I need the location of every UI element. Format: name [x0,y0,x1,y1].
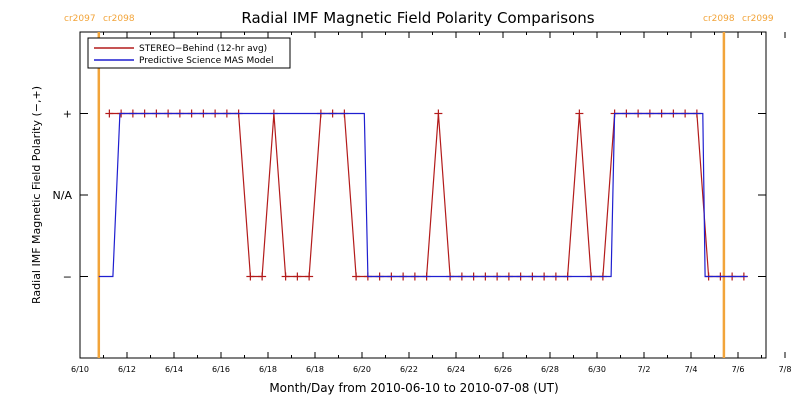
data-point-marker [105,109,114,118]
plot-frame [79,31,767,359]
x-tick-label: 6/12 [118,365,136,374]
rotation-label-left-2: cr2098 [703,14,735,24]
x-axis-label: Month/Day from 2010-06-10 to 2010-07-08 … [269,381,558,395]
legend-box [87,37,291,69]
x-tick-label: 6/18 [306,365,324,374]
x-tick-label: 6/22 [400,365,418,374]
legend-label-mas: Predictive Science MAS Model [139,56,274,66]
x-tick-label: 7/6 [732,365,745,374]
data-point-marker [352,272,361,281]
data-point-marker [293,272,302,281]
y-tick-label: − [63,271,72,284]
series-line-mas-model [98,112,748,278]
y-tick-label: N/A [53,189,73,202]
data-point-marker [434,109,443,118]
x-tick-label: 6/28 [541,365,559,374]
data-point-marker [305,272,314,281]
y-tick-label: + [63,108,72,121]
x-tick-label: 7/2 [638,365,651,374]
x-tick-label: 6/24 [447,365,465,374]
x-tick-label: 6/30 [588,365,606,374]
rotation-label-left-1: cr2097 [64,14,96,24]
x-tick-label: 6/10 [71,365,89,374]
x-tick-label: 7/4 [685,365,698,374]
rotation-label-right-2: cr2099 [742,14,774,24]
rotation-label-right-1: cr2098 [103,14,135,24]
legend: STEREO−Behind (12-hr avg) Predictive Sci… [87,37,291,69]
x-tick-label: 6/26 [494,365,512,374]
x-tick-label: 6/14 [165,365,183,374]
chart-title: Radial IMF Magnetic Field Polarity Compa… [241,9,594,27]
data-point-marker [258,272,267,281]
x-tick-label: 7/8 [779,365,792,374]
data-point-marker [281,272,290,281]
x-tick-label: 6/18 [259,365,277,374]
legend-label-stereo: STEREO−Behind (12-hr avg) [139,44,267,54]
series-line-stereo-behind [109,112,744,278]
x-tick-label: 6/20 [353,365,371,374]
data-point-marker [575,109,584,118]
data-point-marker [246,272,255,281]
x-tick-label: 6/16 [212,365,230,374]
y-axis-label: Radial IMF Magnetic Field Polarity (−,+) [30,86,43,304]
